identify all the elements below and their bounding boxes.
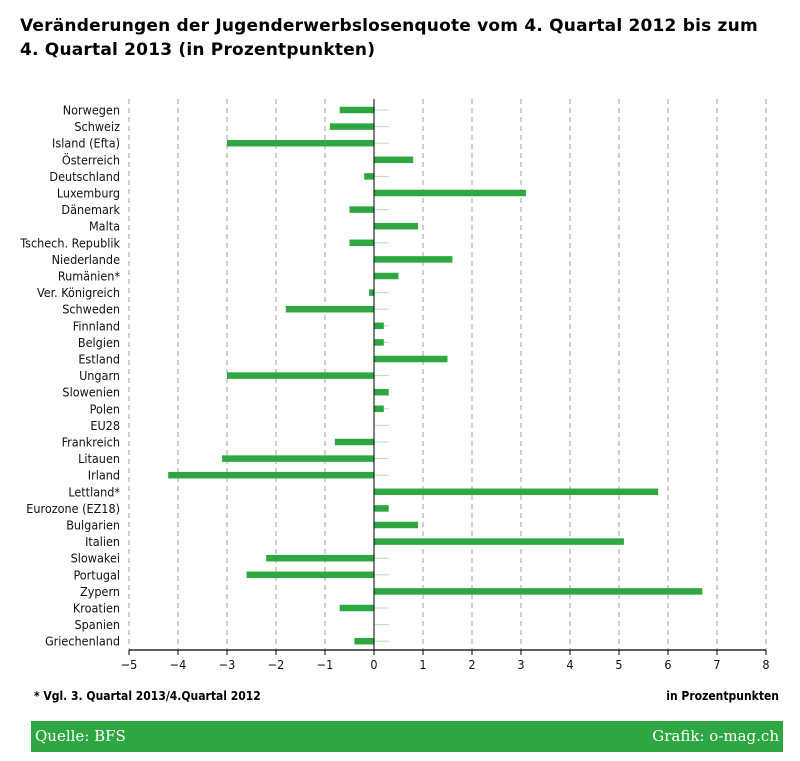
bar	[339, 106, 374, 114]
category-label: Griechenland	[45, 634, 120, 649]
bar	[374, 388, 389, 396]
x-tick-label: 0	[370, 657, 377, 672]
bar	[354, 637, 374, 645]
category-label: Ungarn	[79, 368, 120, 383]
category-label: Lettland*	[68, 484, 120, 499]
bar	[227, 139, 374, 147]
bar	[374, 339, 384, 346]
x-axis-unit-label: in Prozentpunkten	[666, 689, 779, 703]
x-tick-label: 6	[664, 657, 671, 672]
bar	[374, 156, 414, 164]
category-label: Österreich	[62, 151, 120, 167]
bar	[227, 372, 374, 379]
category-label: Deutschland	[49, 169, 120, 184]
bar	[374, 322, 384, 330]
bar	[349, 206, 374, 213]
x-tick-label: −1	[317, 657, 334, 672]
bar	[168, 471, 374, 479]
bar	[364, 173, 374, 180]
x-axis: −5 −4 −3 −2 −1 0 1 2 3 4 5 6 7 8	[121, 99, 770, 672]
bar	[374, 538, 624, 545]
category-label: Dänemark	[61, 202, 120, 217]
x-tick-label: −3	[219, 657, 236, 672]
x-tick-label: 3	[517, 657, 524, 672]
category-label: Rumänien*	[58, 269, 121, 284]
bar	[374, 189, 526, 197]
category-label: Slowakei	[71, 551, 120, 566]
grid-lines	[128, 99, 767, 650]
bar	[374, 272, 399, 280]
bar	[222, 455, 374, 462]
category-label: Portugal	[73, 567, 120, 582]
bar	[339, 604, 374, 612]
bar	[246, 571, 374, 579]
category-label: Tschech. Republik	[19, 235, 120, 250]
category-label: Schweden	[62, 302, 120, 317]
bar	[374, 222, 419, 230]
source-credit: Quelle: BFS	[35, 727, 126, 745]
category-label: Schweiz	[74, 119, 120, 134]
x-tick-label: 4	[566, 657, 573, 672]
category-label: Slowenien	[62, 385, 120, 400]
category-label: Norwegen	[63, 103, 120, 118]
category-label: Frankreich	[62, 435, 120, 450]
chart-title: Veränderungen der Jugenderwerbslosenquot…	[20, 16, 758, 60]
bar	[266, 554, 374, 562]
category-label: Niederlande	[52, 252, 120, 267]
x-tick-label: −4	[170, 657, 187, 672]
category-label: Finnland	[73, 318, 120, 333]
x-tick-label: 1	[419, 657, 426, 672]
category-label: Island (Efta)	[52, 136, 120, 151]
x-tick-label: 8	[762, 657, 769, 672]
category-label: Bulgarien	[66, 518, 120, 533]
x-tick-label: 2	[468, 657, 475, 672]
x-tick-label: −5	[121, 657, 138, 672]
footer-bar: Quelle: BFS Grafik: o-mag.ch	[31, 721, 783, 752]
x-tick-label: 7	[713, 657, 720, 672]
bar	[374, 588, 703, 595]
bar	[374, 355, 448, 363]
bar	[369, 289, 374, 296]
x-tick-label: −2	[268, 657, 285, 672]
bar	[374, 505, 389, 512]
bar	[285, 305, 374, 313]
graphic-credit: Grafik: o-mag.ch	[652, 727, 779, 745]
category-label: Zypern	[80, 584, 120, 599]
category-label: Eurozone (EZ18)	[26, 501, 120, 516]
bar	[349, 239, 374, 247]
category-label: Ver. Königreich	[37, 285, 120, 300]
category-label: Luxemburg	[57, 186, 120, 201]
category-label: Kroatien	[73, 601, 120, 616]
category-label: Irland	[88, 468, 120, 483]
reference-lines	[374, 109, 389, 642]
category-label: Polen	[90, 401, 120, 416]
x-tick-label: 5	[615, 657, 622, 672]
bar	[329, 123, 374, 130]
category-label: Litauen	[78, 451, 120, 466]
bar	[374, 405, 384, 413]
category-label: Spanien	[75, 617, 120, 632]
bars	[168, 106, 703, 645]
category-label: Italien	[85, 534, 120, 549]
bar	[374, 521, 419, 529]
bar	[374, 256, 453, 263]
category-label: Malta	[89, 219, 120, 234]
bar	[374, 488, 659, 496]
category-label: Estland	[78, 352, 120, 367]
category-label: Belgien	[78, 335, 120, 350]
footnote: * Vgl. 3. Quartal 2013/4.Quartal 2012	[34, 689, 261, 703]
bar	[334, 438, 374, 446]
category-label: EU28	[90, 418, 120, 433]
